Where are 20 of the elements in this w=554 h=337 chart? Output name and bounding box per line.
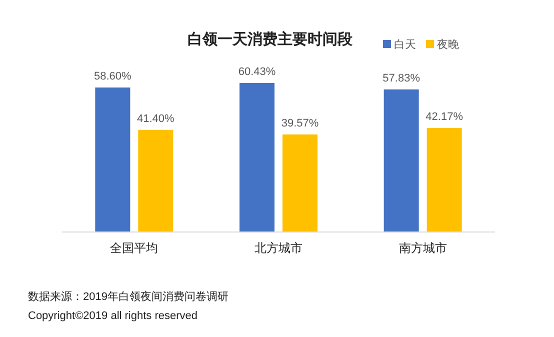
legend-label: 白天 [394, 39, 416, 51]
data-label: 41.40% [137, 112, 175, 125]
bar [384, 89, 419, 232]
bar [240, 83, 274, 232]
chart-title: 白领一天消费主要时间段 [188, 30, 354, 48]
source-note: 数据来源：2019年白领夜间消费问卷调研 [28, 290, 228, 303]
data-label: 57.83% [382, 72, 420, 84]
text: Copyright©2019 all rights reserved [28, 310, 198, 322]
bar [282, 134, 318, 232]
bar [138, 130, 174, 232]
data-label: 42.17% [426, 111, 464, 124]
data-label: 58.60% [94, 70, 132, 83]
data-label: 39.57% [281, 117, 319, 130]
x-tick-label: 全国平均 [110, 241, 158, 255]
data-label: 60.43% [238, 66, 276, 78]
legend-label: 夜晚 [437, 38, 459, 51]
bar [426, 128, 462, 232]
bar [95, 88, 130, 232]
x-tick-label: 北方城市 [254, 241, 302, 255]
x-tick-label: 南方城市 [398, 241, 447, 255]
